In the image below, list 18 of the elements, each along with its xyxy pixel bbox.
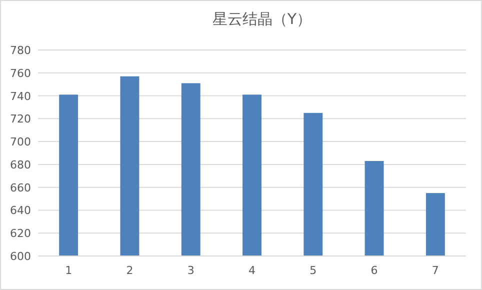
y-tick-label: 780	[10, 44, 31, 57]
x-tick-label: 1	[65, 264, 72, 277]
y-tick-label: 640	[10, 204, 31, 218]
y-tick-label: 600	[10, 250, 31, 263]
y-tick-label: 620	[10, 227, 31, 240]
x-tick-label: 6	[370, 264, 378, 277]
x-tick-label: 5	[310, 264, 317, 277]
x-tick-label: 7	[432, 264, 439, 277]
chart-title: 星云结晶（Y）	[212, 10, 312, 28]
y-tick-label: 700	[10, 136, 31, 149]
y-tick-label: 660	[10, 181, 31, 194]
x-tick-label: 4	[248, 264, 256, 277]
x-tick-label: 3	[187, 264, 194, 277]
y-tick-label: 760	[10, 66, 31, 80]
y-tick-label: 720	[10, 112, 31, 126]
x-tick-label: 2	[126, 264, 134, 277]
y-tick-label: 680	[10, 158, 31, 172]
y-tick-label: 740	[10, 90, 31, 103]
